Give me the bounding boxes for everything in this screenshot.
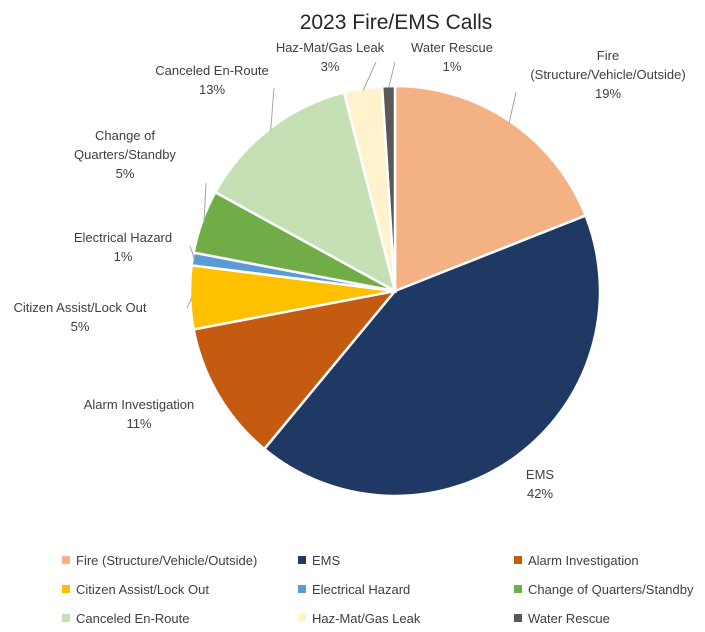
leader-line-haz-mat-gas-leak xyxy=(362,61,377,91)
legend-label: Haz-Mat/Gas Leak xyxy=(312,611,421,626)
legend-item-water-rescue: Water Rescue xyxy=(514,611,610,626)
data-label-haz-mat-gas-leak: Haz-Mat/Gas Leak 3% xyxy=(276,40,385,74)
legend-swatch xyxy=(514,556,522,564)
legend-item-ems: EMS xyxy=(298,553,341,568)
legend-label: Electrical Hazard xyxy=(312,582,410,597)
legend-swatch xyxy=(298,614,306,622)
legend-swatch xyxy=(514,585,522,593)
legend-label: Canceled En-Route xyxy=(76,611,189,626)
legend-swatch xyxy=(298,556,306,564)
slice-ems xyxy=(262,213,602,498)
legend-label: Citizen Assist/Lock Out xyxy=(76,582,209,597)
legend-label: Change of Quarters/Standby xyxy=(528,582,694,597)
leader-line-change-of-quarters-standby xyxy=(203,182,207,223)
legend-swatch xyxy=(62,556,70,564)
data-label-change-of-quarters-standby: Change of Quarters/Standby 5% xyxy=(74,128,176,181)
legend-item-electrical-hazard: Electrical Hazard xyxy=(298,582,410,597)
slice-water-rescue xyxy=(380,84,397,292)
data-label-canceled-en-route: Canceled En-Route 13% xyxy=(155,63,268,97)
leader-line-water-rescue xyxy=(388,61,396,89)
data-label-ems: EMS 42% xyxy=(526,467,555,501)
slice-alarm-investigation xyxy=(192,289,399,451)
slice-fire-structure-vehicle-outside xyxy=(393,84,588,293)
legend-swatch xyxy=(514,614,522,622)
leader-line-citizen-assist-lock-out xyxy=(186,297,193,309)
legend-item-change-of-quarters-standby: Change of Quarters/Standby xyxy=(514,582,694,597)
legend-label: Fire (Structure/Vehicle/Outside) xyxy=(76,553,257,568)
legend-item-fire-structure-vehicle-outside: Fire (Structure/Vehicle/Outside) xyxy=(62,553,257,568)
legend-item-alarm-investigation: Alarm Investigation xyxy=(514,553,639,568)
pie-slices xyxy=(188,84,602,498)
data-label-water-rescue: Water Rescue 1% xyxy=(411,40,493,74)
data-label-electrical-hazard: Electrical Hazard 1% xyxy=(74,230,172,264)
leader-line-electrical-hazard xyxy=(189,245,195,260)
legend-label: EMS xyxy=(312,553,341,568)
leader-lines xyxy=(186,61,517,309)
data-label-citizen-assist-lock-out: Citizen Assist/Lock Out 5% xyxy=(14,300,147,334)
legend-item-haz-mat-gas-leak: Haz-Mat/Gas Leak xyxy=(298,611,421,626)
legend-label: Alarm Investigation xyxy=(528,553,639,568)
data-label-fire-structure-vehicle-outside: Fire (Structure/Vehicle/Outside) 19% xyxy=(530,48,685,101)
leader-line-fire-structure-vehicle-outside xyxy=(508,91,517,124)
legend-item-citizen-assist-lock-out: Citizen Assist/Lock Out xyxy=(62,582,209,597)
legend-swatch xyxy=(62,614,70,622)
legend-swatch xyxy=(62,585,70,593)
data-labels: Fire (Structure/Vehicle/Outside) 19% EMS 42%… xyxy=(14,40,686,501)
legend-swatch xyxy=(298,585,306,593)
data-label-alarm-investigation: Alarm Investigation 11% xyxy=(84,397,195,431)
leader-line-canceled-en-route xyxy=(270,87,275,131)
legend-label: Water Rescue xyxy=(528,611,610,626)
chart-title: 2023 Fire/EMS Calls xyxy=(300,11,493,34)
slice-canceled-en-route xyxy=(213,90,397,294)
legend: Fire (Structure/Vehicle/Outside) EMS Alarm… xyxy=(62,553,694,626)
legend-item-canceled-en-route: Canceled En-Route xyxy=(62,611,189,626)
